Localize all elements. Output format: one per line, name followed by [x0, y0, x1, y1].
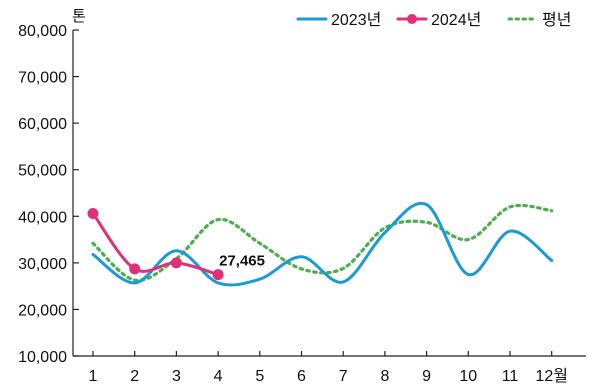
chart-axes	[72, 30, 586, 357]
series-2-marker	[212, 269, 224, 281]
y-tick-label: 20,000	[18, 302, 67, 319]
x-tick-label: 1	[89, 368, 98, 385]
series-line-2	[91, 211, 220, 277]
series-2-marker	[170, 257, 182, 269]
legend-label-2: 2024년	[431, 11, 481, 29]
x-tick-label: 2	[130, 368, 139, 385]
legend-label-1: 2023년	[331, 11, 381, 29]
y-tick-label: 10,000	[18, 349, 67, 366]
x-tick-label: 7	[339, 368, 348, 385]
y-tick-label: 80,000	[18, 23, 67, 40]
x-tick-label: 4	[214, 368, 223, 385]
x-tick-labels: 1 2 3 4 5 6 7 8 9 10 11 12월	[89, 351, 568, 385]
x-tick-label: 5	[255, 368, 264, 385]
series-2-marker	[87, 207, 99, 219]
y-tick-label: 30,000	[18, 256, 67, 273]
x-tick-label: 10	[459, 368, 477, 385]
y-tick-label: 60,000	[18, 116, 67, 133]
legend-marker	[407, 14, 417, 24]
data-label: 27,465	[219, 253, 265, 270]
y-tick-label: 40,000	[18, 209, 67, 226]
x-tick-label: 6	[297, 368, 306, 385]
annotation-layer: 27,465	[219, 253, 265, 270]
y-axis-unit: 톤	[72, 8, 86, 25]
y-tick-label: 70,000	[18, 70, 67, 87]
x-tick-label: 12월	[535, 367, 568, 385]
legend: 2023년 2024년 평년	[296, 11, 571, 29]
series-layer	[87, 201, 554, 287]
y-tick-label: 50,000	[18, 163, 67, 180]
legend-label-3: 평년	[542, 11, 571, 29]
series-2-marker	[129, 263, 141, 275]
series-line-1	[91, 201, 554, 287]
y-tick-labels: 10,000 20,000 30,000 40,000 50,000 60,000 70,0…	[18, 23, 79, 366]
x-tick-label: 3	[172, 368, 181, 385]
x-tick-label: 8	[380, 368, 389, 385]
x-tick-label: 9	[422, 368, 431, 385]
x-tick-label: 11	[502, 368, 519, 385]
